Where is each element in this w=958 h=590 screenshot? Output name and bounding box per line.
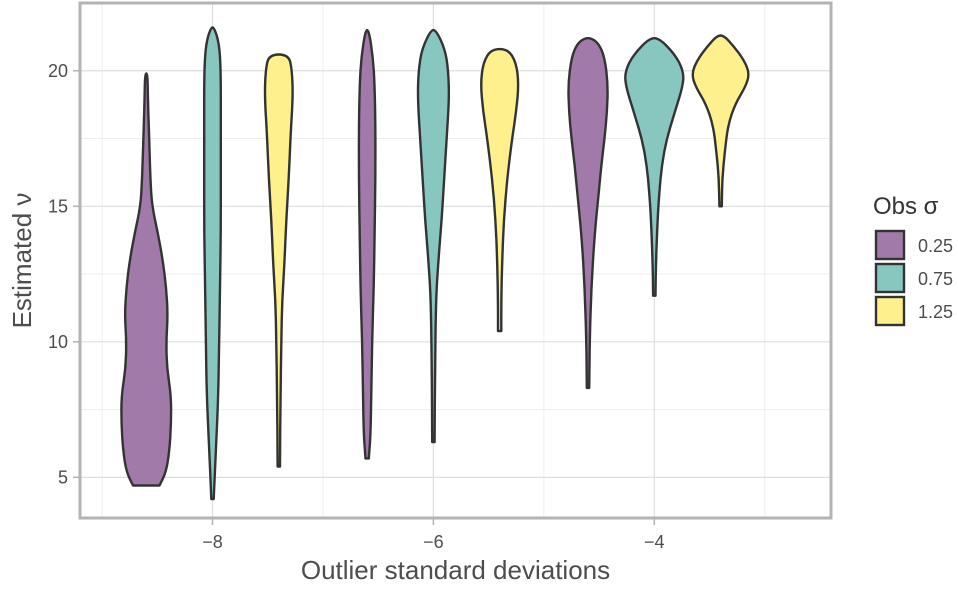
legend-title: Obs σ [873, 193, 939, 220]
legend-label: 1.25 [918, 302, 953, 322]
legend-swatch [874, 229, 906, 261]
legend-swatch [874, 295, 906, 327]
plot-frame [78, 1, 833, 520]
violin-025-at-neg8p6 [120, 72, 173, 487]
y-tick-label: 15 [48, 196, 68, 216]
violin-025-at-neg4p6 [567, 37, 609, 390]
violin-075-at-neg6 [416, 28, 451, 444]
y-tick-label: 20 [48, 61, 68, 81]
violin-075-at-neg8 [202, 26, 223, 501]
violin-025-at-neg6p6 [357, 28, 377, 460]
violin-125-at-neg7p4 [263, 53, 294, 468]
violin-125-at-neg3p4 [691, 34, 750, 208]
x-axis-title: Outlier standard deviations [301, 555, 610, 585]
x-tick-label: −6 [423, 532, 444, 552]
violins [120, 26, 750, 501]
legend-items: 0.25 0.75 1.25 [874, 229, 953, 327]
x-tick-label: −4 [644, 532, 665, 552]
y-axis: 5 10 15 20 [48, 61, 79, 487]
legend-label: 0.25 [918, 236, 953, 256]
y-axis-title: Estimated ν [7, 193, 37, 329]
legend-swatch [874, 262, 906, 294]
y-tick-label: 10 [48, 332, 68, 352]
legend: Obs σ 0.25 0.75 1.25 [873, 193, 953, 327]
legend-label: 0.75 [918, 269, 953, 289]
violin-125-at-neg5p4 [480, 47, 520, 333]
y-tick-label: 5 [58, 467, 68, 487]
x-axis: −8 −6 −4 [202, 519, 665, 552]
violin-075-at-neg4 [624, 37, 685, 297]
x-tick-label: −8 [202, 532, 223, 552]
